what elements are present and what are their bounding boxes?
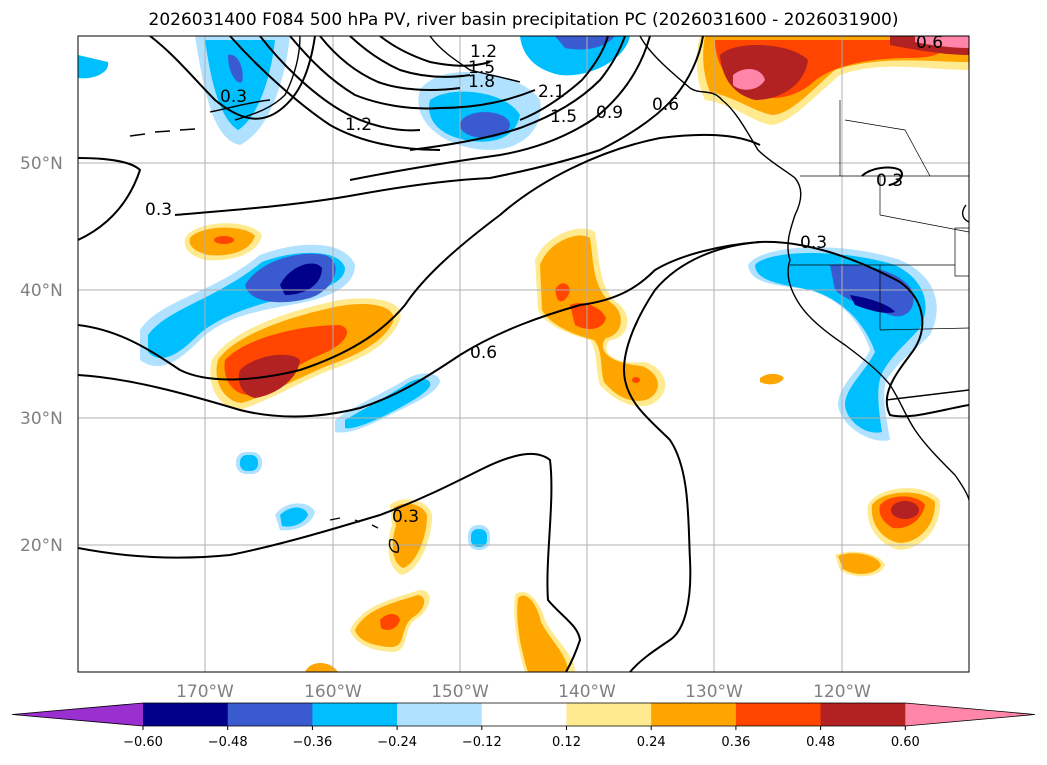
- neg-field-north-top: [520, 36, 630, 76]
- contour-label: 0.9: [596, 103, 623, 123]
- contour-label: 1.8: [468, 72, 495, 92]
- map-title: 2026031400 F084 500 hPa PV, river basin …: [148, 10, 899, 30]
- contour-label: 0.3: [800, 233, 827, 253]
- contour-label: 0.3: [876, 171, 903, 191]
- colorbar-tick-label: −0.48: [208, 735, 248, 750]
- colorbar-segment: [397, 703, 483, 726]
- colorbar-tick-label: 0.36: [721, 735, 750, 750]
- lat-label-30n: 30°N: [20, 409, 63, 429]
- neg-field-central-pacific: [140, 244, 355, 367]
- colorbar-tick-label: 0.12: [552, 735, 581, 750]
- pos-field-north-top: [696, 36, 969, 125]
- map-frame: [77, 35, 970, 673]
- colorbar-segment: [566, 703, 652, 726]
- lon-label-140w: 140°W: [558, 682, 616, 702]
- contour-label: 1.2: [470, 42, 497, 62]
- pos-field-hawaii: [388, 499, 432, 575]
- lon-label-130w: 130°W: [685, 682, 743, 702]
- pos-field-south: [305, 590, 575, 672]
- neg-field-small-islands: [236, 452, 490, 550]
- contour-label: 1.5: [468, 58, 495, 78]
- colorbar-segment: [481, 703, 567, 726]
- colorbar-tick-label: 0.48: [806, 735, 835, 750]
- colorbar-extend-min: [12, 703, 143, 726]
- graticule: [78, 36, 969, 672]
- lon-label-160w: 160°W: [304, 682, 362, 702]
- contour-label: 2.1: [538, 82, 565, 102]
- colorbar-segment: [820, 703, 906, 726]
- colorbar-tick-label: −0.24: [377, 735, 417, 750]
- neg-field-topleft: [78, 55, 109, 79]
- colorbar-segment: [651, 703, 737, 726]
- contour-label: 0.6: [916, 33, 943, 53]
- contour-label: 0.6: [470, 343, 497, 363]
- colorbar: −0.60 −0.48 −0.36 −0.24 −0.12 0.12 0.24 0.36 0.4…: [11, 702, 1036, 750]
- lon-label-150w: 150°W: [431, 682, 489, 702]
- contour-labels: 1.2 1.5 1.8 2.1 1.5 0.9 0.6 1.2 0.3 0.3 …: [145, 33, 943, 527]
- pos-field-west: [184, 223, 262, 261]
- contour-label: 0.3: [392, 507, 419, 527]
- contour-label: 1.5: [550, 107, 577, 127]
- colorbar-segment: [735, 703, 822, 726]
- lat-label-50n: 50°N: [20, 154, 63, 174]
- colorbar-tick-label: 0.24: [637, 735, 666, 750]
- pos-field-mid-pacific: [535, 228, 666, 407]
- contour-label: 0.3: [220, 87, 247, 107]
- lon-label-170w: 170°W: [176, 682, 234, 702]
- pos-field-mexico: [760, 373, 941, 577]
- colorbar-segment: [227, 703, 313, 726]
- colorbar-extend-max: [905, 703, 1035, 726]
- colorbar-segment: [312, 703, 398, 726]
- state-borders: [790, 100, 969, 331]
- colorbar-tick-label: 0.60: [891, 735, 920, 750]
- lat-label-20n: 20°N: [20, 536, 63, 556]
- contour-label: 0.6: [652, 95, 679, 115]
- pv-contours: [78, 36, 969, 672]
- lon-label-120w: 120°W: [813, 682, 871, 702]
- coastlines: [129, 36, 969, 553]
- colorbar-segment: [143, 703, 229, 726]
- lat-label-40n: 40°N: [20, 281, 63, 301]
- contour-label: 0.3: [145, 200, 172, 220]
- colorbar-tick-label: −0.60: [123, 735, 163, 750]
- contour-label: 1.2: [345, 115, 372, 135]
- longitude-labels: 170°W 160°W 150°W 140°W 130°W 120°W: [176, 682, 871, 702]
- latitude-labels: 50°N 40°N 30°N 20°N: [20, 154, 63, 556]
- colorbar-tick-label: −0.36: [292, 735, 332, 750]
- colorbar-tick-label: −0.12: [462, 735, 502, 750]
